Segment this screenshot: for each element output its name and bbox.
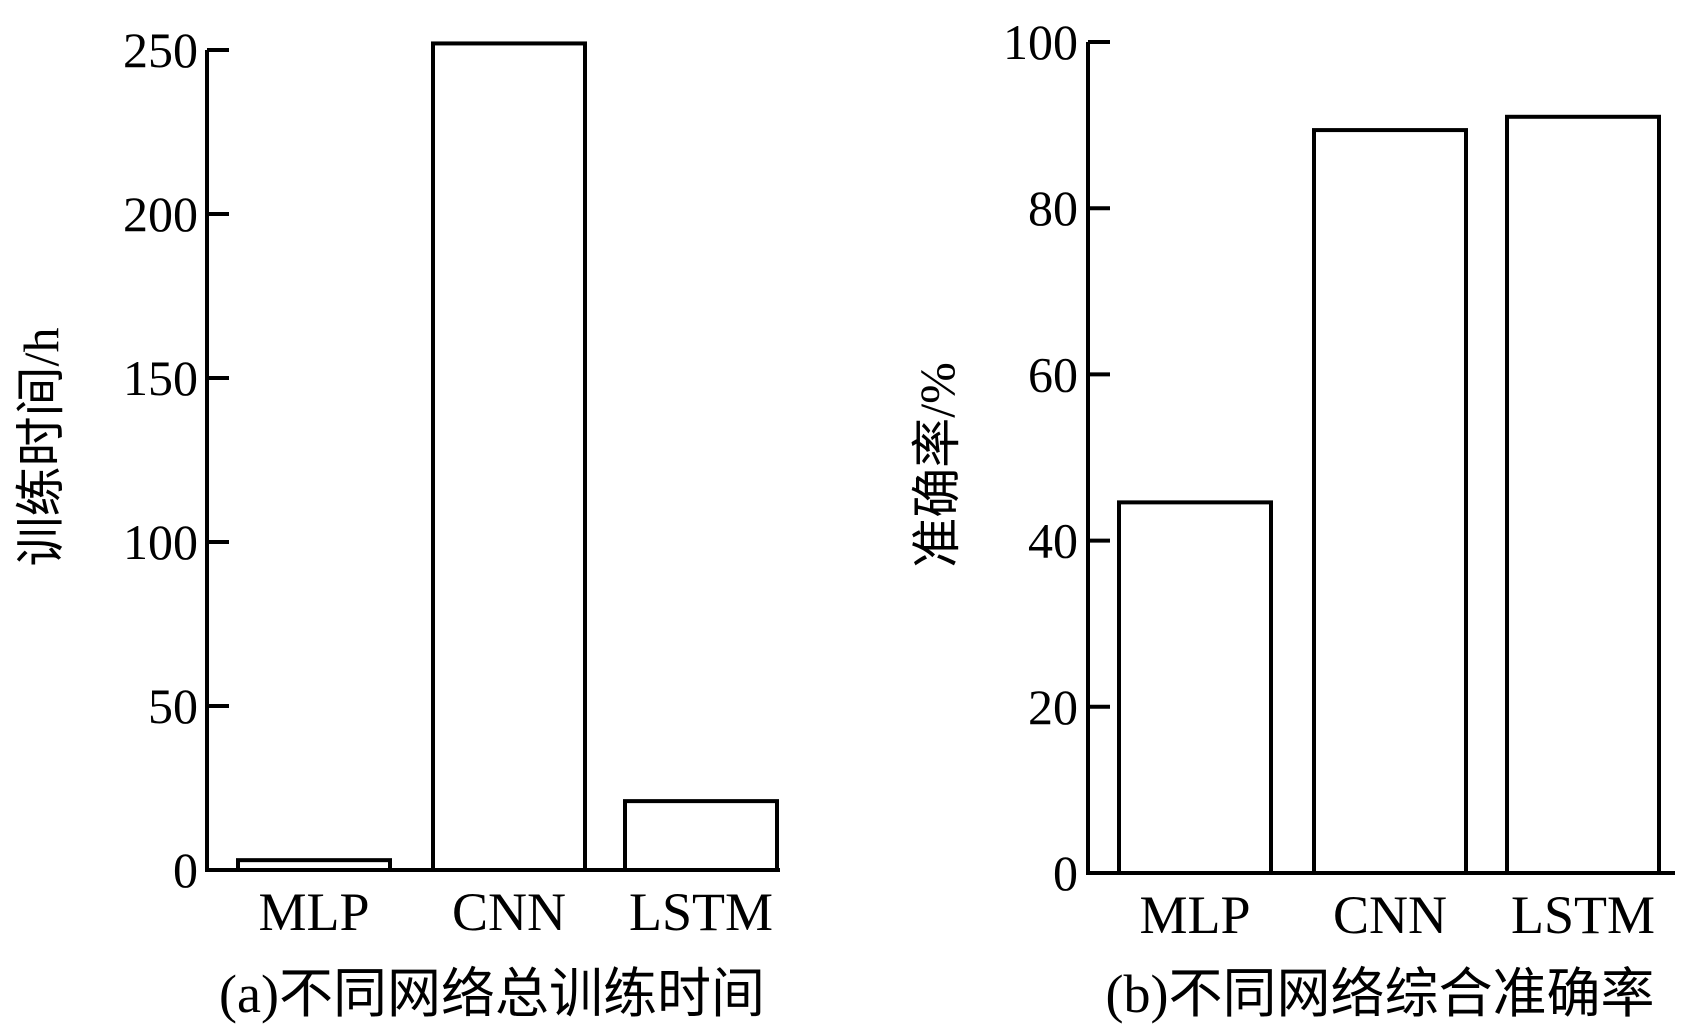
y-tick-label: 200 (123, 186, 198, 242)
y-tick-label: 60 (1028, 346, 1078, 402)
bar-cnn (1312, 128, 1468, 875)
x-category-labels: MLP CNN LSTM (1139, 885, 1655, 945)
chart-caption: (b)不同网络综合准确率 (1106, 964, 1655, 1024)
x-category-label: MLP (1139, 885, 1250, 945)
y-tick-label: 0 (1053, 845, 1078, 901)
y-axis-label: 训练时间/h (13, 328, 69, 567)
x-category-label: LSTM (629, 882, 773, 942)
x-category-label: CNN (1333, 885, 1447, 945)
y-axis (1086, 40, 1110, 875)
y-tick-labels: 0 50 100 150 200 250 (123, 22, 198, 898)
chart-panel-training-time: 0 50 100 150 200 250 MLP CNN LSTM 训练时间/h (a)不同网… (13, 22, 780, 1024)
y-tick-label: 80 (1028, 180, 1078, 236)
bar-mlp (1117, 500, 1273, 875)
chart-caption: (a)不同网络总训练时间 (219, 964, 765, 1024)
y-tick-label: 250 (123, 22, 198, 78)
y-axis (205, 48, 229, 872)
chart-panel-accuracy: 0 20 40 60 80 100 MLP CNN LSTM 准确率/% (b)不同网络综合准… (909, 14, 1675, 1024)
bar-cnn (431, 41, 587, 872)
bar-mlp (236, 858, 392, 872)
y-tick-label: 20 (1028, 679, 1078, 735)
y-tick-labels: 0 20 40 60 80 100 (1003, 14, 1078, 901)
y-tick-label: 100 (123, 514, 198, 570)
y-tick-label: 150 (123, 350, 198, 406)
y-tick-label: 40 (1028, 513, 1078, 569)
y-axis-label: 准确率/% (909, 362, 965, 568)
bar-lstm (623, 799, 779, 872)
y-tick-label: 0 (173, 842, 198, 898)
y-tick-label: 50 (148, 678, 198, 734)
bar-series (1117, 114, 1661, 876)
bar-series (236, 41, 779, 872)
bar-lstm (1505, 114, 1661, 876)
x-category-label: MLP (258, 882, 369, 942)
y-tick-label: 100 (1003, 14, 1078, 70)
x-category-labels: MLP CNN LSTM (258, 882, 773, 942)
x-category-label: CNN (452, 882, 566, 942)
x-category-label: LSTM (1511, 885, 1655, 945)
